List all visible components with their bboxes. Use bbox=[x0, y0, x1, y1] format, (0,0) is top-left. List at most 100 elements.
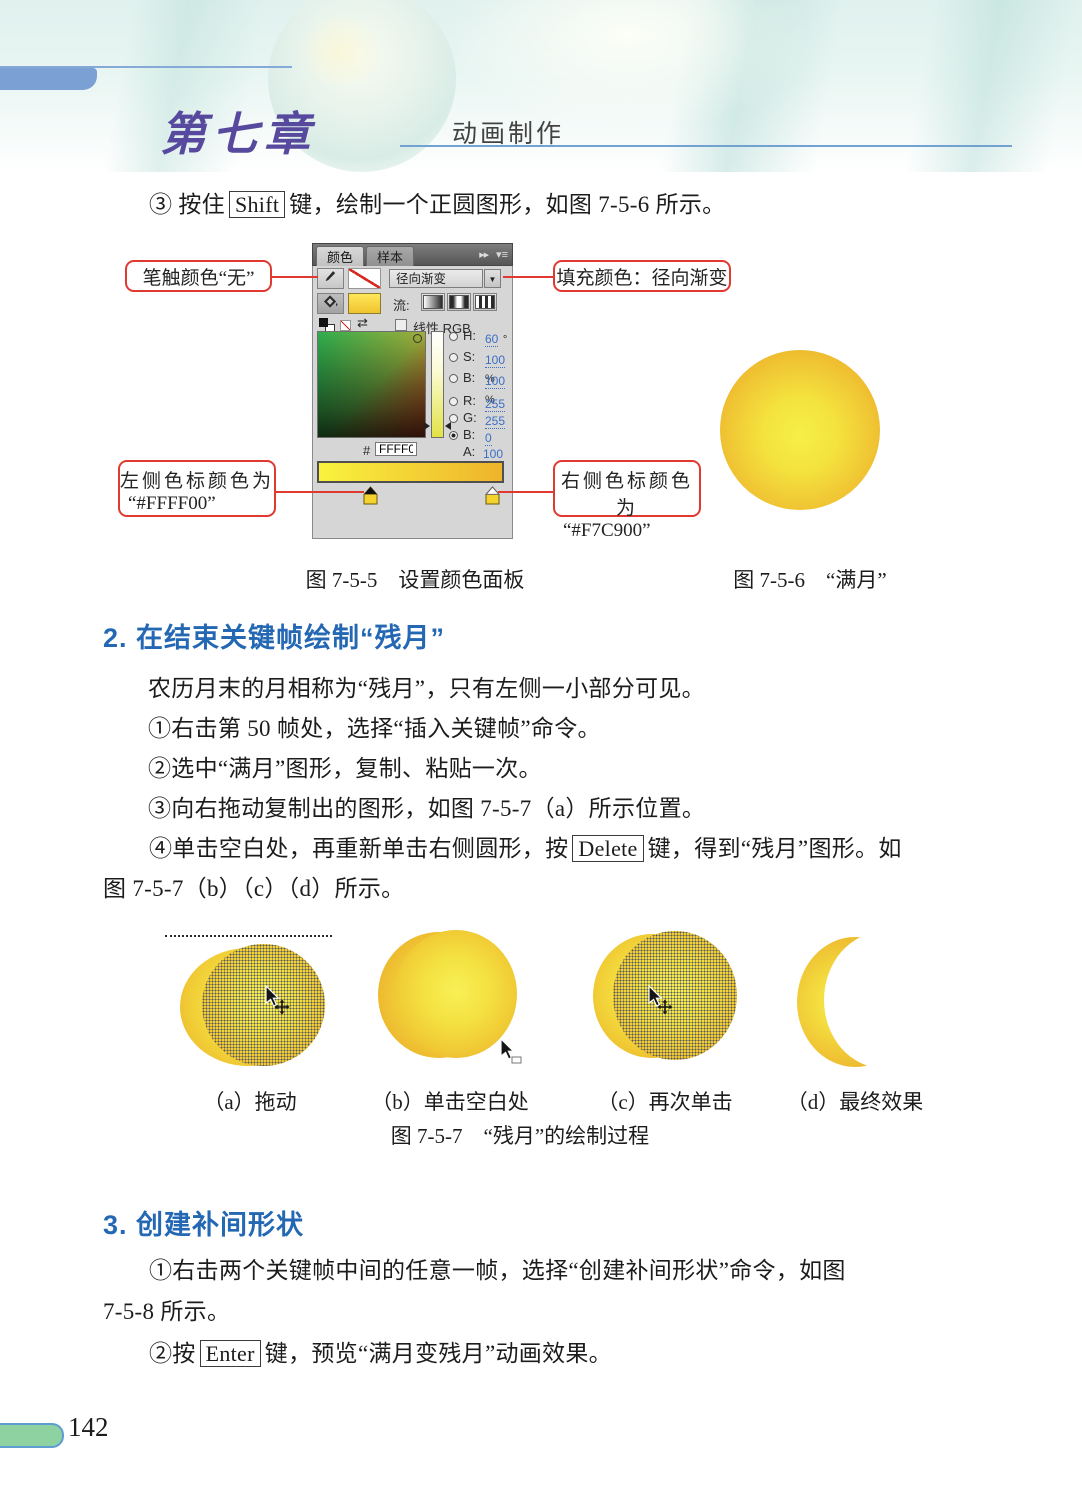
section2-p5-cont: 图 7-5-7（b）（c）（d）所示。 bbox=[103, 876, 405, 901]
connector-right-stop bbox=[498, 491, 554, 493]
section3-p1: ①右击两个关键帧中间的任意一帧，选择“创建补间形状”命令，如图 bbox=[149, 1258, 846, 1283]
panel-expand-icon[interactable]: ▶▶ bbox=[479, 252, 489, 259]
flow-repeat-button[interactable] bbox=[473, 293, 497, 311]
dropdown-arrow-icon[interactable]: ▼ bbox=[484, 269, 501, 288]
callout-fill-radial: 填充颜色：径向渐变 bbox=[553, 260, 731, 292]
callout-left-line1: 左侧色标颜色为 bbox=[120, 471, 275, 492]
moon-a-selected-circle[interactable] bbox=[202, 944, 325, 1066]
paint-bucket-icon bbox=[322, 294, 339, 314]
caption-step-c: （c）再次单击 bbox=[597, 1090, 733, 1114]
move-cursor-icon bbox=[265, 985, 290, 1015]
stroke-tool-button[interactable] bbox=[317, 268, 344, 289]
connector-fill bbox=[503, 276, 554, 278]
page-number-tab bbox=[0, 1423, 64, 1448]
moon-d-crescent bbox=[797, 932, 942, 1068]
flow-reflect-button[interactable] bbox=[447, 293, 471, 311]
linear-rgb-checkbox[interactable] bbox=[395, 319, 407, 331]
callout-stroke-none: 笔触颜色“无” bbox=[125, 260, 272, 292]
crescent-cutout-circle bbox=[824, 932, 942, 1068]
gradient-type-dropdown[interactable]: 径向渐变 bbox=[389, 269, 483, 288]
fill-tool-button[interactable] bbox=[317, 293, 344, 314]
intro-step: ③ 按住 Shift 键，绘制一个正圆图形，如图 7-5-6 所示。 bbox=[103, 185, 725, 219]
caption-fig-7-5-7: 图 7-5-7 “残月”的绘制过程 bbox=[390, 1124, 650, 1148]
h-value[interactable]: 60 ° bbox=[485, 332, 508, 347]
s3p2-post: 键，预览“满月变残月”动画效果。 bbox=[264, 1341, 612, 1366]
callout-left-stop-color: 左侧色标颜色为 “#FFFF00” bbox=[118, 460, 276, 517]
caption-fig-7-5-6: 图 7-5-6 “满月” bbox=[733, 568, 887, 592]
color-picker-area[interactable] bbox=[317, 331, 426, 438]
moon-c-selected-circle[interactable] bbox=[613, 931, 737, 1060]
s3p2-pre: ②按 bbox=[149, 1341, 196, 1366]
b-brightness-label: B: bbox=[463, 370, 476, 385]
arrow-cursor-icon bbox=[500, 1038, 522, 1064]
b-blue-value[interactable]: 0 bbox=[485, 431, 492, 446]
no-color-icon[interactable] bbox=[340, 320, 351, 331]
section3-heading: 3. 创建补间形状 bbox=[103, 1210, 305, 1240]
gradient-stop-left[interactable] bbox=[363, 486, 378, 510]
panel-body: 径向渐变 ▼ 流: ⇄ 线性 RG bbox=[312, 266, 513, 539]
caption-step-a: （a）拖动 bbox=[203, 1090, 297, 1114]
g-value[interactable]: 255 bbox=[485, 414, 506, 429]
move-cursor-icon bbox=[648, 985, 673, 1015]
s-value[interactable]: 100 % bbox=[485, 353, 506, 385]
section2-p3: ②选中“满月”图形，复制、粘贴一次。 bbox=[148, 756, 542, 781]
p5-post: 键，得到“残月”图形。如 bbox=[647, 836, 902, 861]
picker-selection-ring bbox=[413, 334, 422, 343]
callout-left-line2: “#FFFF00” bbox=[128, 493, 216, 514]
r-label: R: bbox=[463, 393, 476, 408]
page-number: 142 bbox=[68, 1412, 109, 1442]
slider-marker-left-icon[interactable] bbox=[424, 422, 430, 430]
flow-extend-icon bbox=[423, 295, 443, 309]
flow-repeat-icon bbox=[475, 295, 495, 309]
radio-h[interactable] bbox=[449, 332, 458, 341]
radio-b-brightness[interactable] bbox=[449, 374, 458, 383]
swap-colors-icon[interactable]: ⇄ bbox=[357, 315, 368, 330]
caption-step-d: （d）最终效果 bbox=[786, 1090, 924, 1114]
flow-extend-button[interactable] bbox=[421, 293, 445, 311]
slider-marker-right-icon[interactable] bbox=[445, 422, 451, 430]
intro-pre: ③ 按住 bbox=[149, 192, 225, 217]
flow-reflect-icon bbox=[449, 295, 469, 309]
caption-fig-7-5-5: 图 7-5-5 设置颜色面板 bbox=[305, 568, 525, 592]
tab-color[interactable]: 颜色 bbox=[316, 246, 364, 267]
section2-heading: 2. 在结束关键帧绘制“残月” bbox=[103, 623, 446, 653]
connector-left-stop bbox=[275, 491, 364, 493]
tab-swatches[interactable]: 样本 bbox=[366, 246, 414, 267]
chapter-subtitle: 动画制作 bbox=[452, 120, 565, 148]
section2-p5: ④单击空白处，再重新单击右侧圆形，按 Delete 键，得到“残月”图形。如 bbox=[103, 829, 902, 863]
header-underline bbox=[400, 145, 1012, 147]
callout-right-line1: 右侧色标颜色为 bbox=[560, 471, 693, 519]
chapter-title: 第七章 bbox=[160, 109, 316, 160]
delete-keycap: Delete bbox=[572, 835, 644, 862]
b-brightness-value[interactable]: 100 % bbox=[485, 374, 506, 406]
radio-g[interactable] bbox=[449, 414, 458, 423]
gradient-definition-bar[interactable] bbox=[317, 461, 504, 483]
section2-p1: 农历月末的月相称为“残月”，只有左侧一小部分可见。 bbox=[148, 676, 705, 701]
radio-s[interactable] bbox=[449, 353, 458, 362]
page-header: 第七章 动画制作 bbox=[0, 0, 1082, 172]
pencil-icon bbox=[323, 269, 338, 289]
section3-p2: ②按 Enter 键，预览“满月变残月”动画效果。 bbox=[103, 1334, 612, 1368]
panel-tab-bar: 颜色 样本 ▶▶ ▾≡ bbox=[312, 243, 513, 267]
alpha-label: A: bbox=[463, 444, 476, 459]
selection-dotted-line bbox=[165, 935, 332, 937]
r-value[interactable]: 255 bbox=[485, 397, 506, 412]
stroke-color-none-swatch[interactable] bbox=[348, 268, 381, 289]
intro-post: 键，绘制一个正圆图形，如图 7-5-6 所示。 bbox=[289, 192, 726, 217]
flow-label: 流: bbox=[393, 298, 410, 313]
header-blue-tab bbox=[0, 68, 97, 90]
caption-step-b: （b）单击空白处 bbox=[371, 1090, 529, 1114]
b-blue-label: B: bbox=[463, 427, 476, 442]
panel-menu-icon[interactable]: ▾≡ bbox=[496, 249, 508, 261]
fill-color-swatch[interactable] bbox=[348, 293, 381, 314]
hex-color-input[interactable] bbox=[375, 442, 417, 456]
callout-right-stop-color: 右侧色标颜色为 “#F7C900” bbox=[553, 460, 701, 541]
gradient-stop-right[interactable] bbox=[484, 486, 501, 510]
radio-b-blue-selected[interactable] bbox=[449, 431, 458, 440]
full-moon-figure bbox=[720, 350, 880, 510]
brightness-slider[interactable] bbox=[431, 331, 444, 438]
h-label: H: bbox=[463, 328, 476, 343]
radio-r[interactable] bbox=[449, 397, 458, 406]
section2-p2: ①右击第 50 帧处，选择“插入关键帧”命令。 bbox=[148, 716, 601, 741]
